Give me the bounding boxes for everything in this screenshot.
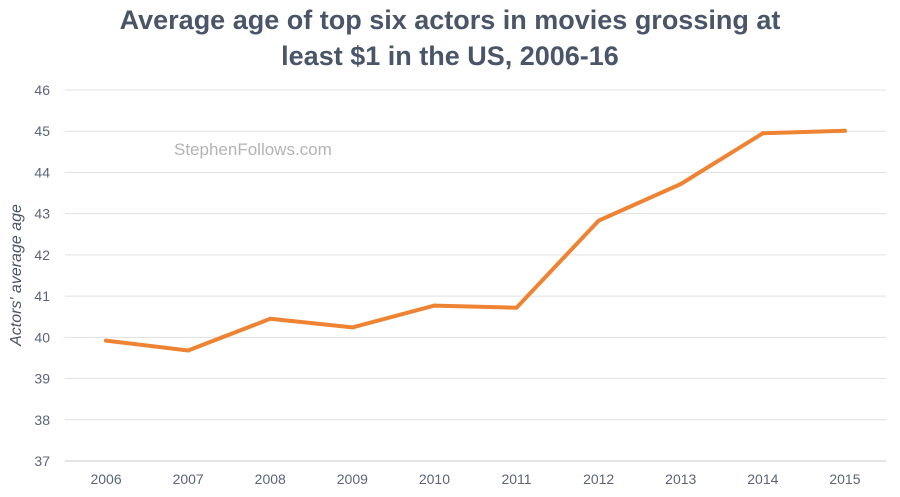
data-point-2006 (104, 338, 109, 343)
chart-title-line-1: Average age of top six actors in movies … (119, 5, 781, 35)
y-tick-label-40: 40 (34, 329, 50, 345)
y-tick-label-41: 41 (34, 288, 50, 304)
data-point-2010 (432, 303, 437, 308)
y-tick-label-45: 45 (34, 123, 50, 139)
data-point-2009 (350, 325, 355, 330)
series-line-0 (104, 128, 847, 353)
x-tick-label-2010: 2010 (419, 471, 450, 487)
data-point-2013 (678, 181, 683, 186)
data-point-2011 (514, 305, 519, 310)
x-tick-label-2007: 2007 (173, 471, 204, 487)
x-tick-label-2011: 2011 (501, 471, 531, 487)
data-point-2007 (186, 348, 191, 353)
x-axis-tick-labels: 2006 2007 2008 2009 2010 2011 2012 2013 2014 2015 (90, 471, 860, 487)
y-tick-label-42: 42 (34, 247, 50, 263)
chart-title-line-2: least $1 in the US, 2006-16 (281, 41, 619, 71)
x-tick-label-2012: 2012 (583, 471, 614, 487)
y-tick-label-44: 44 (34, 164, 50, 180)
data-point-2014 (760, 131, 765, 136)
x-tick-label-2008: 2008 (255, 471, 286, 487)
y-tick-label-38: 38 (34, 412, 50, 428)
data-point-2012 (596, 218, 601, 223)
y-axis-label: Actors' average age (8, 204, 25, 347)
watermark-text: StephenFollows.com (174, 140, 332, 159)
x-tick-label-2013: 2013 (665, 471, 696, 487)
data-point-2015 (842, 128, 847, 133)
x-tick-label-2015: 2015 (829, 471, 860, 487)
x-tick-label-2009: 2009 (337, 471, 368, 487)
y-tick-label-39: 39 (34, 371, 50, 387)
y-tick-label-46: 46 (34, 82, 50, 98)
x-tick-label-2006: 2006 (90, 471, 121, 487)
x-tick-label-2014: 2014 (747, 471, 778, 487)
y-tick-label-37: 37 (34, 453, 50, 469)
y-tick-label-43: 43 (34, 206, 50, 222)
y-axis-tick-labels: 37 38 39 40 41 42 43 44 45 46 (34, 82, 50, 469)
gridlines (65, 89, 886, 462)
series-layer (104, 128, 847, 353)
chart-title: Average age of top six actors in movies … (0, 2, 900, 74)
data-point-2008 (268, 316, 273, 321)
